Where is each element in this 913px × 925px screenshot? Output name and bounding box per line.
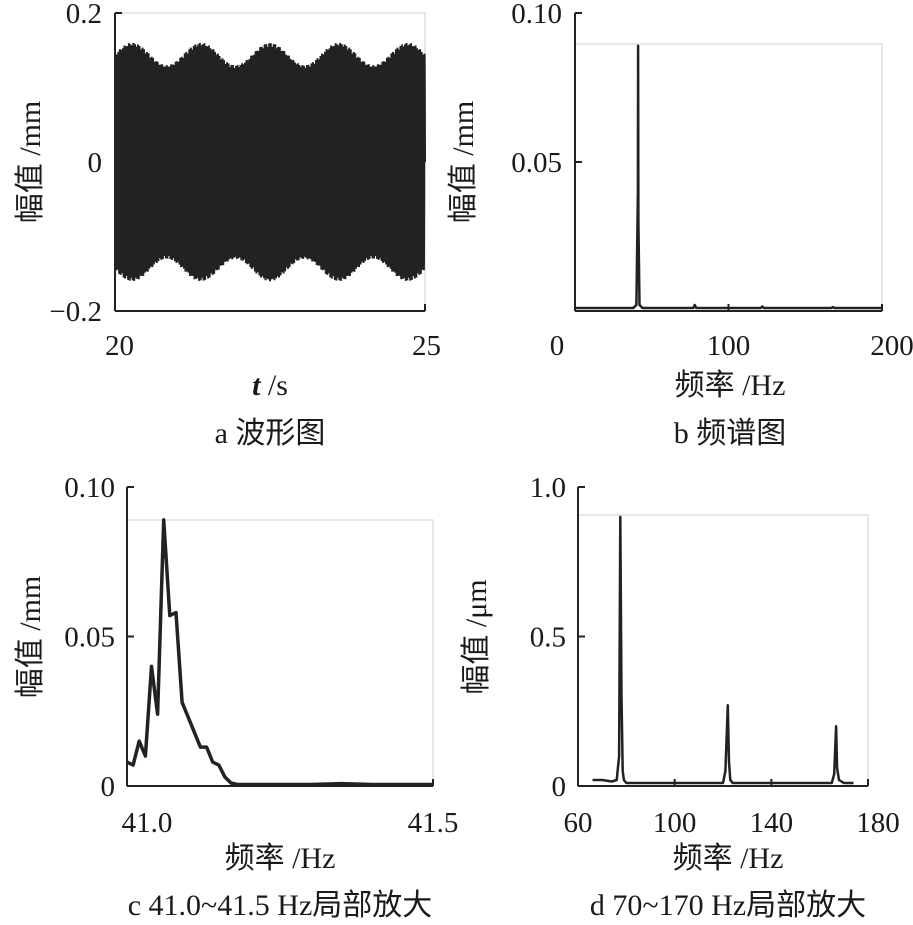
panel-d-ytick-label: 1.0 [530,472,566,504]
panel-c-xtick-label: 41.5 [408,807,459,839]
panel-d-yticks: 1.0 0.5 0 [530,472,585,803]
panel-d-xtick-label: 100 [653,807,697,839]
panel-d-caption: d 70~170 Hz局部放大 [590,889,866,922]
panel-a-ytick-label: 0.2 [66,0,102,30]
panel-c-caption: c 41.0~41.5 Hz局部放大 [128,889,433,922]
panel-a-xtick-label: 25 [412,330,441,362]
panel-b-caption: b 频谱图 [674,417,787,450]
panel-a-caption: a 波形图 [215,417,326,450]
panel-b-series-line [575,44,882,310]
panel-a-xticks: 20 25 [105,304,441,362]
panel-d-ylabel: 幅值 /μm [460,579,493,694]
panel-c-series-line [126,518,433,787]
panel-d-xtick-label: 180 [856,807,900,839]
panel-d-xticks: 60 100 140 180 [564,779,900,839]
panel-c-zoom-41hz: 0.10 0.05 0 41.0 41.5 幅值 /mm 频率 /Hz c 41.0~… [14,472,458,922]
panel-a-ytick-label: 0 [88,147,103,179]
panel-b-spectrum: 0.10 0.05 0 100 200 幅值 /mm 频率 /Hz b 频谱图 [447,0,913,450]
panel-c-xtick-label: 41.0 [122,807,173,839]
panel-d-ytick-label: 0 [552,771,567,803]
panel-a-xtick-label: 20 [105,330,134,362]
panel-b-xlabel: 频率 /Hz [675,369,786,402]
panel-b-yticks: 0.10 0.05 [511,0,582,179]
panel-b-plot-area [574,43,883,312]
panel-d-series-line [592,515,854,785]
panel-c-xlabel: 频率 /Hz [225,842,336,875]
panel-b-ylabel: 幅值 /mm [447,101,480,224]
panel-a-yticks: 0.2 0 −0.2 [49,0,122,328]
panel-d-xlabel: 频率 /Hz [673,842,784,875]
panel-b-xtick-label: 200 [870,330,913,362]
panel-c-plot-area [126,519,434,787]
panel-d-xtick-label: 140 [750,807,794,839]
panel-c-yticks: 0.10 0.05 0 [64,472,134,803]
panel-c-ytick-label: 0.05 [64,622,115,654]
panel-a-ytick-label: −0.2 [49,296,102,328]
panel-c-ylabel: 幅值 /mm [14,576,47,699]
panel-c-xticks: 41.0 41.5 [122,779,459,839]
panel-a-series-group [114,42,426,282]
panel-a-series-line [114,42,426,282]
panel-d-series-group [592,515,854,785]
panel-a-xlabel: t /s [252,369,288,402]
panel-b-xtick-label: 0 [550,330,565,362]
panel-b-xticks: 0 100 200 [550,304,913,362]
panel-b-ytick-label: 0.05 [511,147,562,179]
panel-a-xlabel-symbol: t [252,369,262,402]
panel-d-ytick-label: 0.5 [530,622,566,654]
panel-a-waveform: 0.20−0.2 20 25 幅值 /mm t /s a 波形图 [14,0,441,450]
panel-c-ytick-label: 0.10 [64,472,115,504]
panel-d-zoom-70-170hz: 1.0 0.5 0 60 100 140 180 幅值 /μm 频率 /Hz d 70~1… [460,472,900,922]
panel-a-xlabel-unit: /s [260,369,288,402]
panel-c-ytick-label: 0 [101,771,116,803]
panel-b-series-group [575,44,882,310]
panel-b-ytick-label: 0.10 [511,0,562,30]
panel-b-xtick-label: 100 [707,330,751,362]
panel-a-ylabel: 幅值 /mm [14,101,47,224]
panel-d-xtick-label: 60 [564,807,593,839]
panel-c-series-group [126,518,433,787]
